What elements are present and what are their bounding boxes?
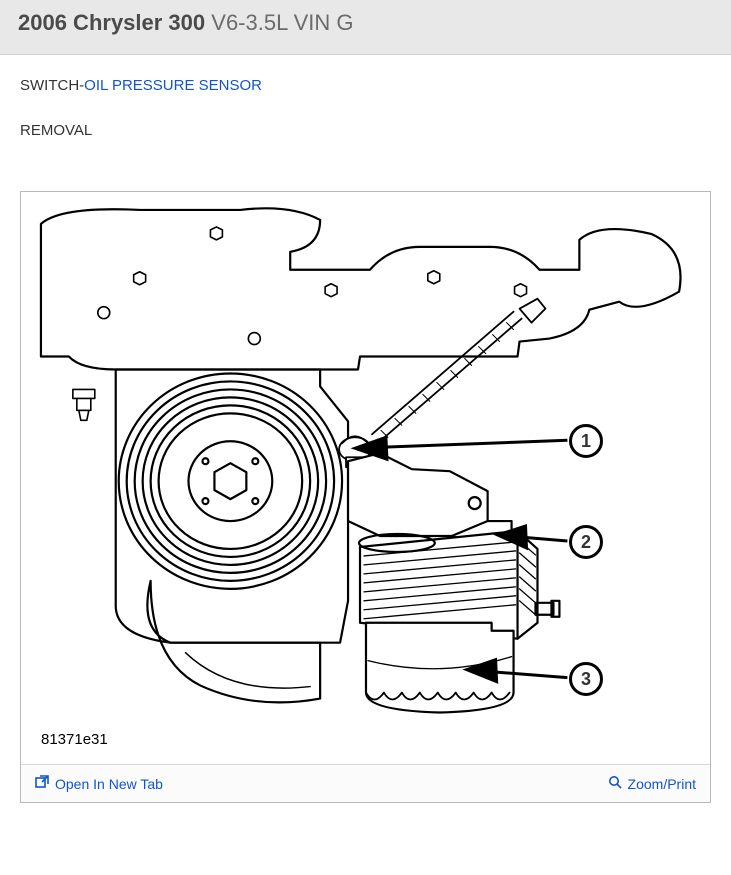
callout-3-num: 3 [581, 669, 591, 690]
zoom-icon [608, 775, 622, 792]
zoom-print-link[interactable]: Zoom/Print [608, 775, 696, 792]
section-heading: REMOVAL [20, 122, 711, 139]
page-header: 2006 Chrysler 300 V6-3.5L VIN G [0, 0, 731, 55]
engine-spec: V6-3.5L VIN G [211, 10, 353, 35]
figure-code: 81371e31 [41, 731, 108, 748]
engine-diagram [21, 192, 710, 762]
oil-pressure-sensor-link[interactable]: OIL PRESSURE SENSOR [84, 77, 262, 94]
open-new-tab-label: Open In New Tab [55, 776, 163, 792]
callout-2: 2 [569, 525, 603, 559]
callout-1: 1 [569, 424, 603, 458]
zoom-print-label: Zoom/Print [628, 776, 696, 792]
callout-2-num: 2 [581, 532, 591, 553]
vehicle-model: 2006 Chrysler 300 [18, 10, 205, 35]
figure-body: 1 2 3 81371e31 [21, 192, 710, 764]
switch-prefix: SWITCH- [20, 77, 84, 94]
callout-3: 3 [569, 662, 603, 696]
figure-container: 1 2 3 81371e31 Open In New Tab Zoom/ [20, 191, 711, 803]
figure-footer: Open In New Tab Zoom/Print [21, 764, 710, 802]
content-area: SWITCH-OIL PRESSURE SENSOR REMOVAL [0, 55, 731, 803]
switch-line: SWITCH-OIL PRESSURE SENSOR [20, 77, 711, 94]
open-new-tab-icon [35, 775, 49, 792]
page-title: 2006 Chrysler 300 V6-3.5L VIN G [18, 10, 713, 36]
callout-1-num: 1 [581, 431, 591, 452]
open-new-tab-link[interactable]: Open In New Tab [35, 775, 163, 792]
